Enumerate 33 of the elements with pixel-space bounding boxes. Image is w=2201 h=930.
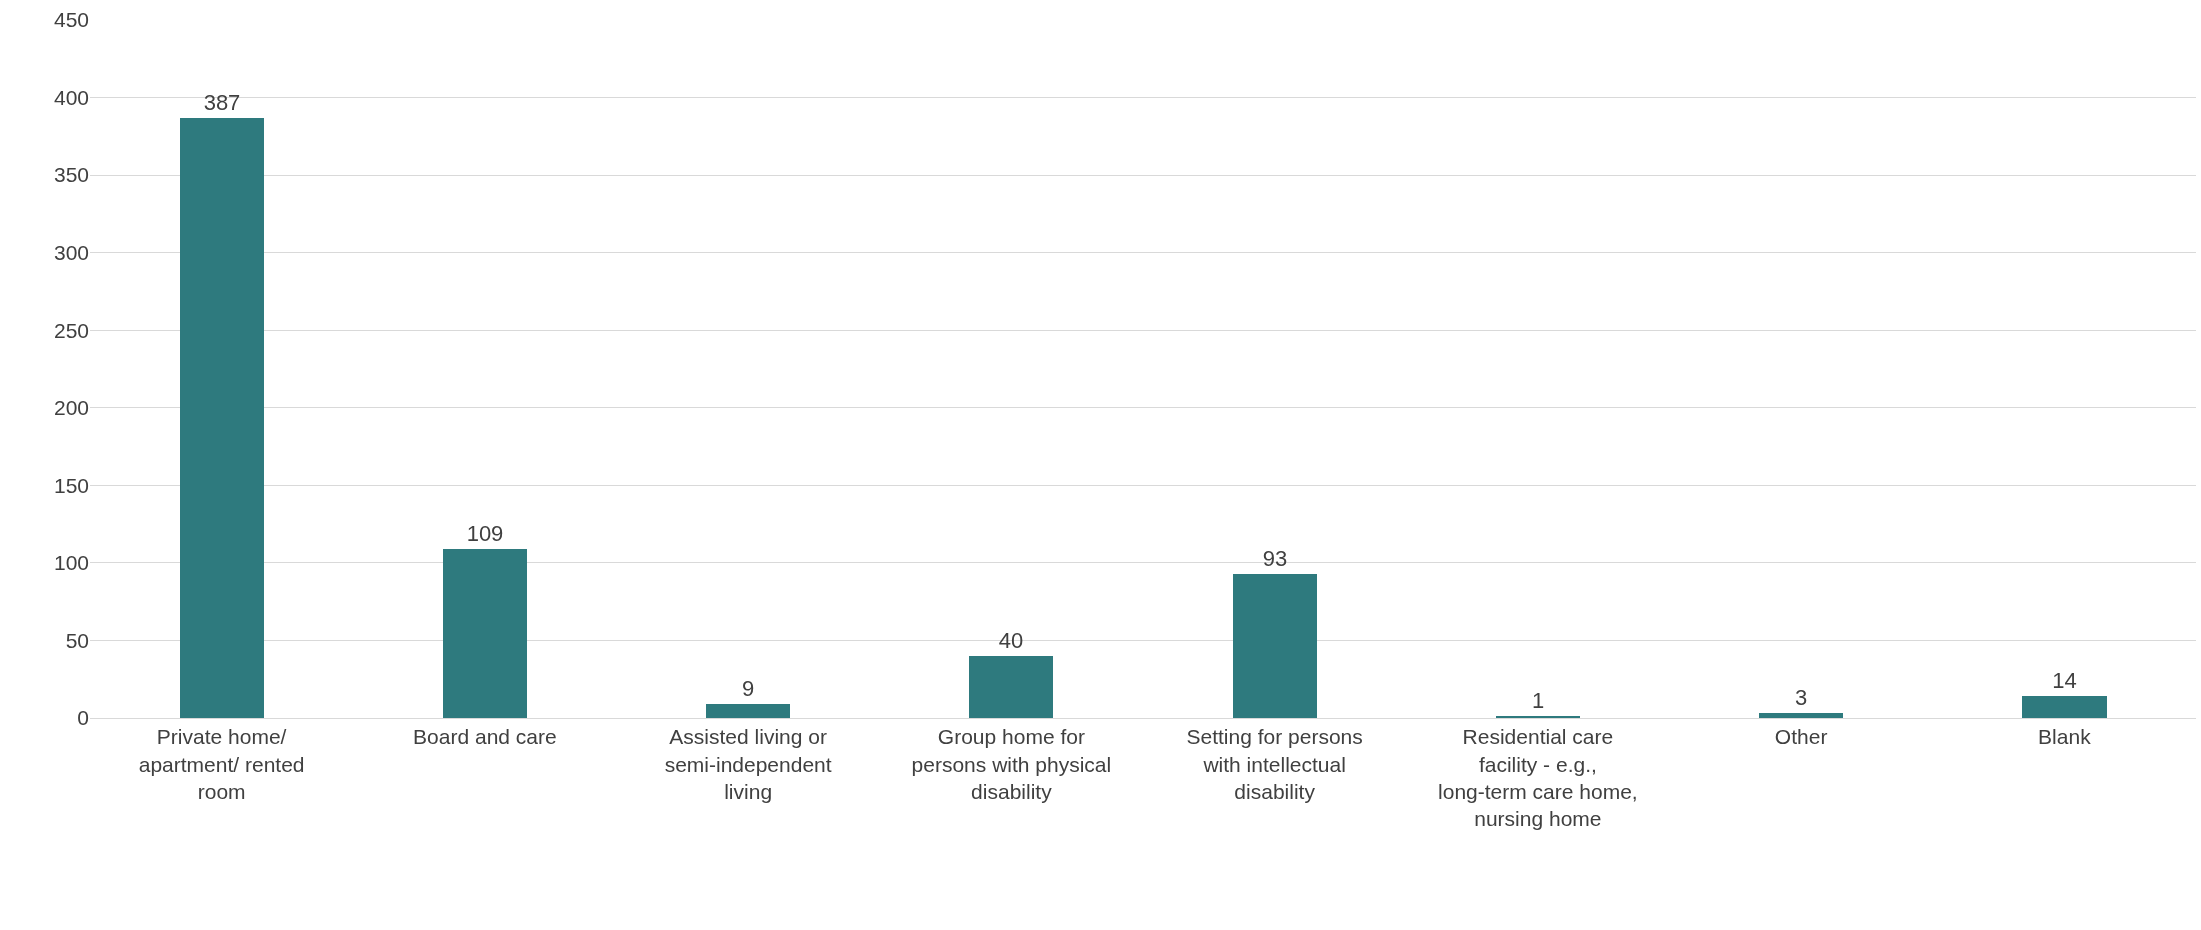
data-label: 93 [1262, 546, 1288, 571]
bar [706, 704, 790, 718]
data-label: 9 [741, 676, 755, 701]
data-label: 14 [2052, 668, 2077, 693]
bar [1233, 574, 1317, 718]
x-tick-label: Group home for persons with physical disability [911, 725, 1112, 803]
x-tick-label: Assisted living or semi-independent living [664, 725, 832, 803]
x-tick-label: Other [1774, 725, 1828, 749]
y-tick-label: 150 [53, 473, 89, 497]
y-tick-label: 400 [53, 85, 89, 109]
x-tick-label: Blank [2038, 725, 2092, 749]
y-tick-label: 0 [77, 706, 89, 730]
data-label: 40 [998, 628, 1024, 653]
y-tick-label: 50 [65, 628, 89, 652]
x-tick-label: Setting for persons with intellectual disability [1186, 725, 1363, 803]
bar [180, 118, 264, 718]
data-label: 387 [203, 90, 241, 115]
y-tick-label: 450 [53, 8, 89, 32]
data-label: 1 [1531, 688, 1545, 713]
bar [1759, 713, 1843, 718]
y-tick-label: 200 [53, 396, 89, 420]
x-tick-label: Residential care facility - e.g., long-term care home, nursing home [1438, 725, 1638, 831]
y-tick-label: 100 [53, 551, 89, 575]
x-tick-label: Board and care [413, 725, 557, 749]
data-label: 3 [1794, 685, 1808, 710]
bar [443, 549, 527, 718]
x-tick-label: Private home/ apartment/ rented room [138, 725, 305, 803]
y-tick-label: 300 [53, 241, 89, 265]
bar [2022, 696, 2107, 718]
y-tick-label: 350 [53, 163, 89, 187]
data-label: 109 [466, 521, 504, 546]
y-tick-label: 250 [53, 318, 89, 342]
bar [969, 656, 1053, 718]
